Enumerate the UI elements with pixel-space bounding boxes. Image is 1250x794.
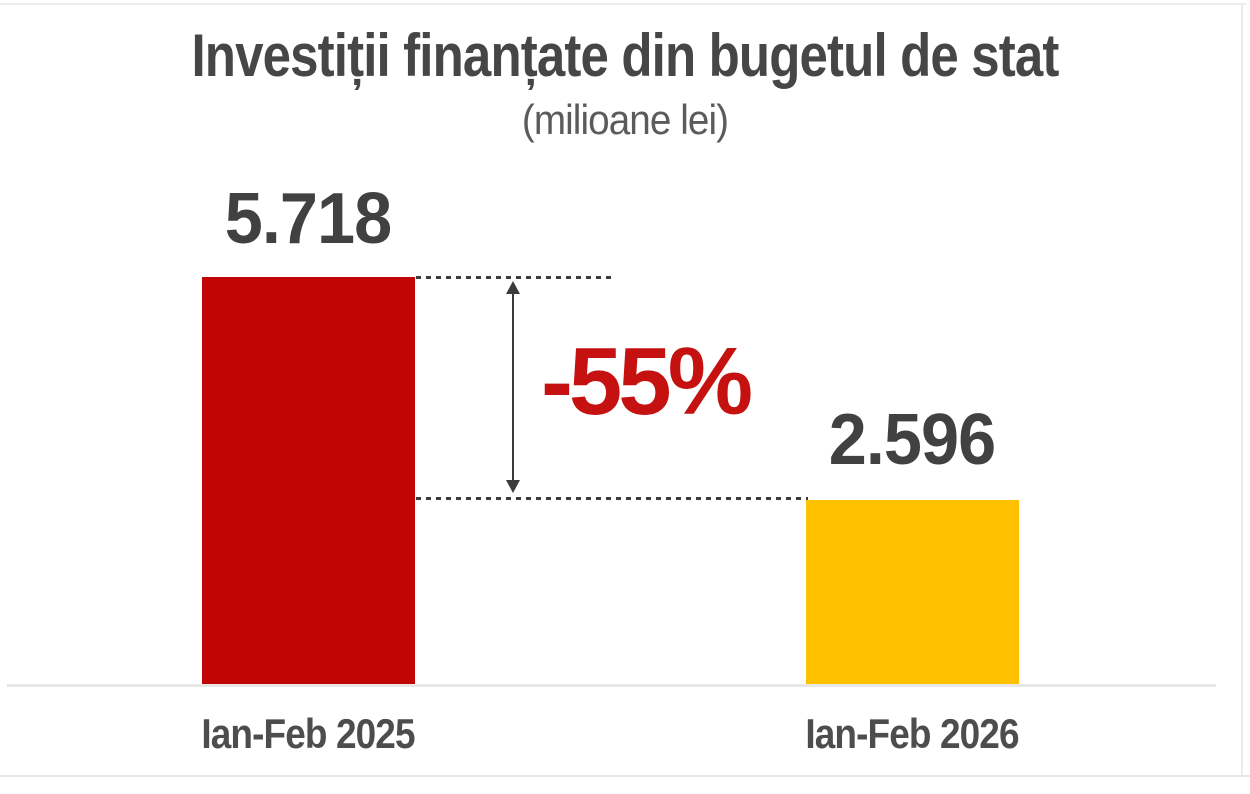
chart-subtitle: (milioane lei)	[521, 96, 729, 143]
frame-border-right	[1241, 3, 1243, 777]
bar-ian-feb-2026	[806, 500, 1019, 685]
x-axis-line	[7, 684, 1216, 687]
bar-ian-feb-2025	[202, 277, 415, 685]
x-axis-label-2026: Ian-Feb 2026	[805, 710, 1019, 757]
value-label-2026: 2.596	[828, 400, 996, 480]
frame-border-bottom	[0, 775, 1250, 777]
x-axis-label-2025: Ian-Feb 2025	[201, 710, 415, 757]
percent-change-label: -55%	[540, 328, 753, 435]
double-arrow-icon	[506, 281, 520, 493]
value-label-2025: 5.718	[224, 179, 392, 259]
dashed-line-bottom	[416, 497, 808, 500]
chart-title: Investiții finanțate din bugetul de stat	[191, 22, 1059, 89]
dashed-line-top	[416, 276, 612, 279]
frame-border-top	[0, 3, 1246, 5]
